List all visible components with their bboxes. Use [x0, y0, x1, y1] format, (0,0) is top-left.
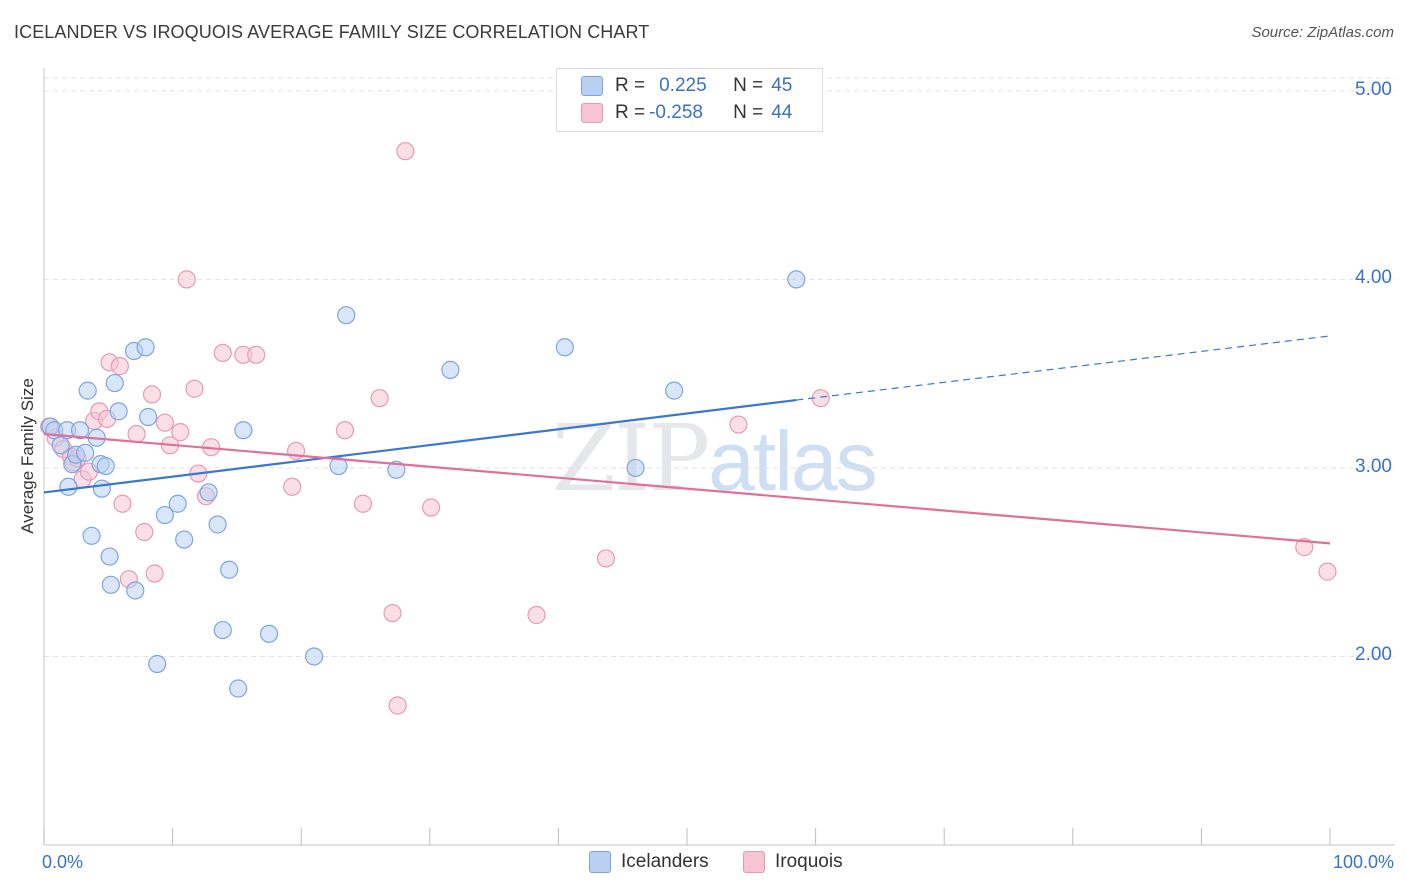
icelanders-point	[100, 547, 119, 566]
icelanders-point	[199, 483, 218, 502]
icelanders-point	[59, 477, 78, 496]
trend-lines	[43, 335, 1331, 545]
icelanders-point	[105, 373, 124, 393]
iroquois-point	[142, 385, 162, 404]
iroquois-point	[135, 522, 154, 542]
iroquois-point	[113, 494, 132, 513]
iroquois-point	[145, 564, 164, 583]
icelanders-label: Icelanders	[621, 851, 709, 872]
gridlines	[44, 77, 1395, 657]
iroquois-point	[388, 696, 407, 715]
iroquois-point	[527, 605, 546, 625]
series-legend: Icelanders Iroquois	[0, 851, 1406, 877]
icelanders-point	[136, 338, 155, 357]
iroquois-point	[729, 415, 748, 434]
icelanders-point	[441, 360, 460, 379]
y-tick-label: 2.00	[1355, 644, 1392, 666]
icelanders-point	[555, 338, 574, 357]
icelanders-point	[148, 654, 167, 674]
legend-n-label: N =	[733, 102, 764, 123]
icelanders-points	[41, 270, 806, 698]
icelanders-point	[626, 458, 645, 478]
icelanders-point	[78, 381, 97, 400]
legend-row-icelanders: R = 0.225 N = 45	[581, 74, 792, 98]
x-tick-label-max: 100.0%	[1332, 852, 1394, 872]
iroquois-point	[110, 357, 129, 376]
legend-r-value: -0.258	[649, 102, 703, 123]
icelanders-point	[175, 530, 194, 549]
icelanders-point	[220, 560, 239, 579]
icelanders-point	[337, 306, 356, 325]
legend-r-label: R =	[615, 75, 646, 96]
legend-n-value: 45	[771, 75, 793, 96]
icelanders-trend-extension	[796, 335, 1331, 401]
iroquois-point	[171, 423, 190, 442]
iroquois-point	[596, 549, 616, 568]
legend-swatch-pink	[581, 103, 603, 123]
icelanders-point	[787, 270, 806, 289]
legend-item-iroquois[interactable]: Iroquois	[743, 851, 843, 873]
icelanders-point	[229, 679, 248, 698]
icelanders-point	[92, 479, 111, 498]
legend-r-label: R =	[615, 102, 646, 123]
x-tick-label-min: 0.0%	[42, 852, 84, 872]
y-axis-label: Average Family Size	[18, 378, 37, 534]
chart-title: ICELANDER VS IROQUOIS AVERAGE FAMILY SIZ…	[14, 22, 650, 42]
legend-n-label: N =	[733, 75, 764, 96]
watermark-zip: ZIP	[552, 405, 710, 512]
icelanders-point	[213, 620, 232, 640]
iroquois-point	[396, 142, 415, 161]
icelanders-point	[101, 575, 120, 594]
icelanders-point	[304, 647, 324, 666]
iroquois-point	[383, 603, 402, 623]
icelanders-point	[139, 407, 158, 427]
iroquois-swatch	[743, 851, 765, 873]
iroquois-point	[1295, 538, 1314, 557]
icelanders-swatch	[589, 851, 611, 873]
icelanders-point	[96, 456, 115, 476]
icelanders-point	[155, 505, 174, 525]
iroquois-point	[155, 413, 174, 432]
correlation-legend: R = 0.225 N = 45 R = -0.258 N = 44	[556, 68, 823, 132]
icelanders-point	[234, 421, 253, 440]
iroquois-point	[1318, 562, 1337, 581]
icelanders-point	[70, 421, 90, 440]
iroquois-trend-line	[43, 432, 1331, 545]
icelanders-point	[387, 460, 406, 479]
iroquois-point	[185, 379, 204, 398]
iroquois-point	[370, 389, 389, 408]
axes	[43, 68, 1395, 846]
icelanders-point	[82, 526, 101, 545]
icelanders-point	[665, 381, 684, 400]
iroquois-point	[213, 343, 232, 363]
icelanders-trend-line	[43, 398, 797, 494]
y-tick-label: 5.00	[1355, 78, 1392, 100]
legend-swatch-blue	[581, 76, 603, 96]
icelanders-point	[329, 456, 348, 476]
source-label: Source: ZipAtlas.com	[1251, 24, 1394, 41]
iroquois-point	[127, 424, 146, 444]
icelanders-point	[208, 515, 227, 534]
iroquois-point	[353, 494, 373, 513]
legend-item-icelanders[interactable]: Icelanders	[589, 851, 709, 873]
iroquois-point	[283, 477, 302, 496]
iroquois-label: Iroquois	[775, 851, 843, 872]
legend-n-value: 44	[771, 102, 793, 123]
legend-r-value: 0.225	[659, 75, 707, 96]
y-tick-label: 3.00	[1355, 455, 1392, 477]
iroquois-point	[247, 345, 266, 364]
icelanders-point	[126, 581, 145, 600]
icelanders-point	[51, 436, 70, 455]
iroquois-point	[177, 270, 196, 289]
iroquois-point	[421, 498, 441, 517]
legend-row-iroquois: R = -0.258 N = 44	[581, 101, 792, 125]
iroquois-point	[335, 421, 355, 440]
icelanders-point	[76, 443, 95, 462]
y-tick-label: 4.00	[1355, 267, 1392, 289]
icelanders-point	[259, 624, 279, 643]
icelanders-point	[168, 494, 187, 513]
icelanders-point	[109, 402, 128, 421]
